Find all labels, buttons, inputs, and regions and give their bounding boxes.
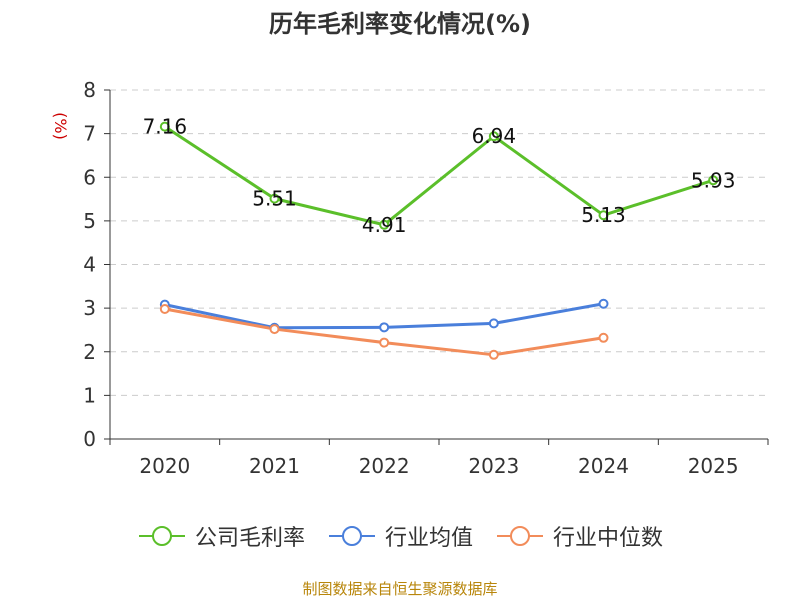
- legend-swatch-icon: [497, 526, 543, 546]
- data-label: 5.13: [581, 203, 626, 227]
- data-point-1: [488, 131, 499, 142]
- y-tick-label: 6: [83, 165, 96, 189]
- data-point-3: [598, 332, 609, 343]
- x-tick-label: 2024: [578, 454, 629, 478]
- data-point-2: [488, 318, 499, 329]
- y-tick-label: 3: [83, 296, 96, 320]
- legend-label: 行业中位数: [553, 526, 664, 551]
- data-point-3: [488, 349, 499, 360]
- legend-item-1[interactable]: 公司毛利率: [137, 520, 305, 552]
- data-label: 4.91: [362, 213, 407, 237]
- series-line-1: [164, 125, 714, 227]
- legend-item-2[interactable]: 行业均值: [327, 520, 473, 552]
- data-point-2: [379, 322, 390, 333]
- y-tick-label: 7: [83, 122, 96, 146]
- data-point-1: [159, 121, 170, 132]
- data-point-3: [379, 337, 390, 348]
- y-tick-label: 5: [83, 209, 96, 233]
- data-label: 6.94: [472, 124, 517, 148]
- chart-title: 历年毛利率变化情况(%): [269, 10, 531, 38]
- x-tick-label: 2023: [468, 454, 519, 478]
- x-tick-label: 2022: [359, 454, 410, 478]
- y-axis-label: (%): [51, 112, 70, 140]
- legend-swatch-icon: [138, 526, 185, 546]
- data-point-1: [708, 175, 719, 186]
- legend-label: 行业均值: [384, 526, 473, 551]
- data-label: 5.93: [691, 168, 736, 192]
- legend-label: 公司毛利率: [194, 526, 305, 551]
- data-point-1: [379, 219, 390, 230]
- y-tick-label: 4: [83, 253, 96, 277]
- y-tick-label: 0: [83, 427, 96, 451]
- data-point-3: [269, 324, 280, 335]
- legend: 公司毛利率 行业均值 行业中位数: [0, 518, 800, 554]
- data-point-2: [598, 298, 609, 309]
- y-tick-label: 2: [83, 340, 96, 364]
- data-point-3: [159, 303, 170, 314]
- data-label: 5.51: [252, 187, 297, 211]
- data-point-1: [598, 210, 609, 221]
- y-tick-label: 1: [83, 383, 96, 407]
- y-tick-label: 8: [83, 78, 96, 102]
- legend-item-3[interactable]: 行业中位数: [495, 520, 663, 552]
- data-point-1: [269, 193, 280, 204]
- x-tick-label: 2025: [688, 454, 739, 478]
- x-tick-label: 2020: [139, 454, 190, 478]
- legend-swatch-icon: [328, 526, 375, 546]
- data-label: 7.16: [143, 115, 188, 139]
- x-tick-label: 2021: [249, 454, 300, 478]
- source-note: 制图数据来自恒生聚源数据库: [302, 580, 498, 598]
